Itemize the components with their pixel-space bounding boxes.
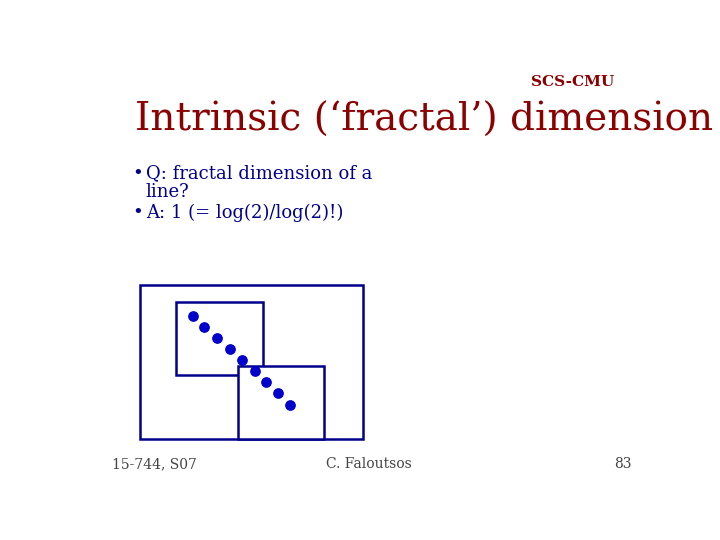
Point	[284, 400, 295, 409]
Point	[237, 356, 248, 364]
Text: Q: fractal dimension of a: Q: fractal dimension of a	[145, 165, 372, 183]
Text: Intrinsic (‘fractal’) dimension: Intrinsic (‘fractal’) dimension	[135, 102, 713, 139]
Point	[272, 389, 284, 397]
Text: 15-744, S07: 15-744, S07	[112, 457, 197, 471]
Text: •: •	[132, 204, 143, 222]
Text: line?: line?	[145, 183, 189, 201]
Text: SCS-CMU: SCS-CMU	[531, 75, 614, 89]
Text: C. Faloutsos: C. Faloutsos	[326, 457, 412, 471]
Text: •: •	[132, 165, 143, 183]
Text: A: 1 (= log(2)/log(2)!): A: 1 (= log(2)/log(2)!)	[145, 204, 343, 222]
Text: 83: 83	[613, 457, 631, 471]
Point	[212, 334, 223, 342]
Bar	[140, 285, 364, 439]
Point	[249, 367, 261, 375]
Point	[187, 312, 199, 321]
Bar	[176, 302, 263, 375]
Point	[199, 322, 210, 331]
Point	[224, 345, 235, 354]
Point	[260, 378, 271, 387]
Bar	[238, 366, 324, 439]
